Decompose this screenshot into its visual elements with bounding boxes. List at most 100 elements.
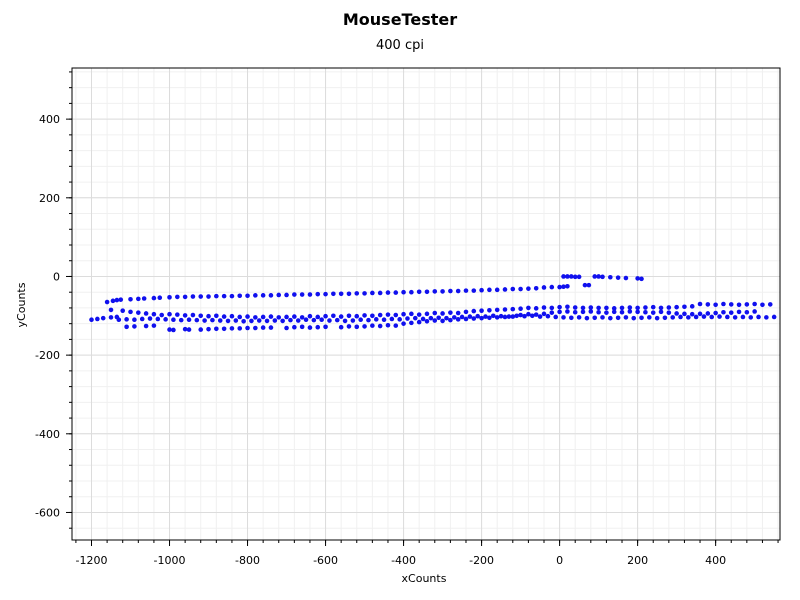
data-point — [596, 309, 601, 315]
x-tick-label: -200 — [469, 554, 494, 567]
data-point — [307, 292, 313, 297]
data-point — [194, 317, 200, 323]
data-point — [377, 290, 383, 296]
data-point — [104, 299, 110, 305]
data-point — [370, 290, 375, 296]
data-point — [487, 307, 492, 313]
data-point — [674, 304, 679, 310]
data-point — [256, 318, 262, 323]
data-point — [424, 319, 430, 324]
data-point — [381, 317, 387, 323]
data-point — [569, 274, 574, 279]
data-point — [545, 313, 551, 319]
data-point — [319, 317, 324, 323]
data-point — [346, 313, 352, 319]
data-point — [128, 309, 133, 315]
data-point — [592, 274, 598, 279]
data-point — [237, 314, 243, 320]
data-point — [533, 312, 539, 317]
data-point — [409, 320, 414, 326]
data-point — [549, 305, 555, 311]
data-point — [510, 306, 516, 312]
data-point — [370, 323, 375, 328]
data-point — [108, 315, 114, 320]
data-point — [600, 315, 605, 320]
y-tick-label: -600 — [35, 506, 60, 519]
data-point — [178, 317, 184, 323]
data-point — [611, 306, 617, 311]
data-point — [518, 306, 523, 312]
data-point — [167, 295, 172, 300]
data-point — [221, 326, 227, 332]
data-point — [292, 314, 297, 319]
x-tick-label: -600 — [313, 554, 338, 567]
data-point — [533, 306, 539, 311]
data-point — [157, 295, 163, 301]
data-point — [728, 310, 734, 315]
data-point — [299, 324, 305, 330]
data-point — [565, 274, 570, 279]
data-point — [565, 284, 570, 289]
data-point — [526, 305, 531, 311]
data-point — [721, 301, 726, 307]
data-point — [479, 315, 484, 321]
data-point — [752, 301, 757, 307]
data-point — [338, 291, 344, 297]
data-point — [249, 318, 254, 324]
data-point — [424, 289, 430, 295]
data-point — [705, 311, 711, 316]
data-point — [405, 316, 410, 321]
data-point — [736, 309, 742, 315]
data-point — [693, 314, 699, 320]
data-point — [682, 304, 687, 310]
data-point — [155, 316, 161, 322]
data-point — [331, 291, 336, 297]
data-point — [682, 311, 687, 317]
data-point — [448, 288, 453, 294]
data-point — [471, 308, 477, 314]
data-point — [346, 324, 352, 329]
data-point — [728, 302, 734, 307]
data-point — [541, 305, 547, 310]
data-point — [635, 309, 640, 315]
data-point — [264, 318, 270, 324]
data-point — [494, 307, 500, 313]
y-tick-label: -200 — [35, 349, 60, 362]
data-point — [206, 326, 211, 332]
data-point — [385, 322, 391, 328]
data-point — [159, 312, 165, 318]
data-point — [604, 305, 609, 311]
data-point — [307, 325, 313, 330]
data-point — [623, 315, 629, 320]
data-point — [582, 282, 588, 288]
data-point — [455, 317, 461, 322]
data-point — [764, 315, 769, 320]
data-point — [619, 305, 625, 311]
data-point — [561, 284, 566, 289]
data-point — [338, 314, 344, 319]
data-point — [674, 311, 679, 316]
data-point — [311, 317, 317, 323]
data-point — [190, 294, 196, 299]
data-point — [186, 317, 192, 323]
data-point — [502, 307, 508, 312]
data-point — [237, 293, 243, 299]
data-point — [666, 305, 672, 310]
data-point — [253, 325, 258, 331]
data-point — [608, 315, 613, 321]
data-point — [713, 302, 718, 308]
data-point — [110, 298, 116, 304]
data-point — [510, 314, 516, 319]
data-point — [576, 274, 582, 280]
data-point — [342, 318, 348, 324]
data-point — [276, 292, 282, 298]
data-point — [479, 287, 484, 293]
data-point — [354, 324, 360, 330]
data-point — [272, 318, 278, 323]
data-point — [678, 314, 683, 320]
data-point — [565, 304, 570, 310]
y-tick-label: 0 — [53, 270, 60, 283]
data-point — [592, 315, 598, 321]
data-point — [572, 309, 578, 315]
data-point — [118, 297, 124, 302]
